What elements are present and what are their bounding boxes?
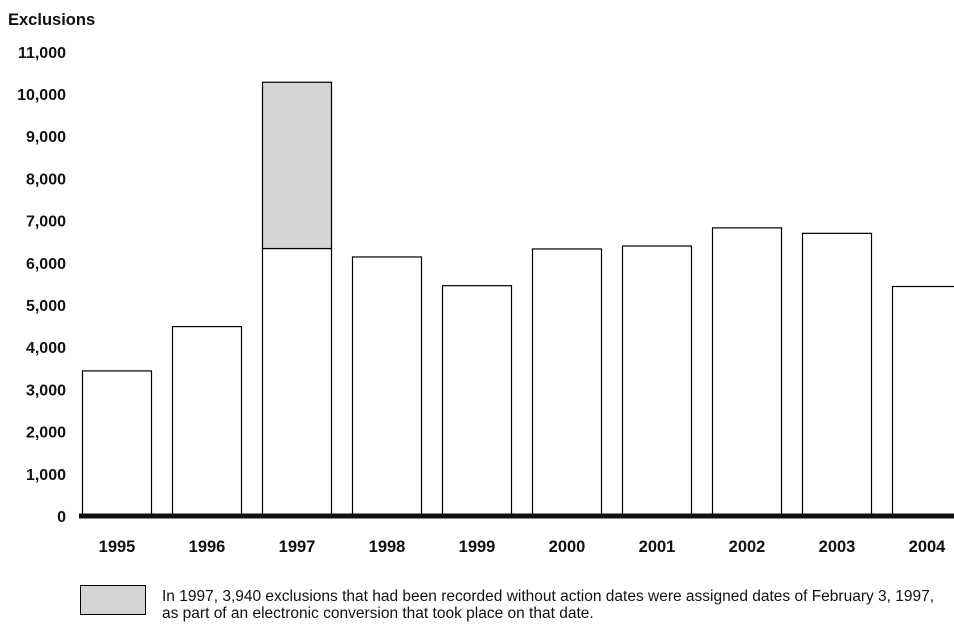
y-axis-title: Exclusions xyxy=(8,11,95,29)
y-tick-label: 1,000 xyxy=(26,467,66,484)
x-tick-label: 2002 xyxy=(729,538,766,556)
x-tick-label: 1999 xyxy=(459,538,496,556)
y-tick-label: 3,000 xyxy=(26,382,66,399)
y-tick-label: 4,000 xyxy=(26,340,66,357)
y-tick-label: 11,000 xyxy=(18,45,66,62)
y-tick-label: 5,000 xyxy=(26,298,66,315)
bar-1999 xyxy=(441,285,513,518)
x-tick-label: 2003 xyxy=(819,538,856,556)
y-tick-label: 7,000 xyxy=(26,214,66,231)
x-tick-label: 2001 xyxy=(639,538,676,556)
y-tick-label: 10,000 xyxy=(17,87,66,104)
bar-1996 xyxy=(171,326,243,518)
x-tick-label: 1998 xyxy=(369,538,406,556)
x-tick-label: 1996 xyxy=(189,538,226,556)
bar-1997-conversion-segment xyxy=(261,81,333,250)
y-tick-label: 6,000 xyxy=(26,256,66,273)
y-tick-label: 9,000 xyxy=(26,129,66,146)
y-axis-ticks: 0 1,000 2,000 3,000 4,000 5,000 6,000 7,000 8,00… xyxy=(17,45,66,526)
bar-1997 xyxy=(261,247,333,518)
exclusions-bar-chart: Exclusions 0 1,000 2,000 3,000 4,000 5,000 6,0… xyxy=(8,11,954,556)
bar-1998 xyxy=(351,256,423,518)
legend-note: In 1997, 3,940 exclusions that had been … xyxy=(162,588,935,622)
y-tick-label: 2,000 xyxy=(26,425,66,442)
y-tick-label: 0 xyxy=(57,509,66,526)
legend-swatch xyxy=(80,585,146,615)
bar-2002 xyxy=(711,227,783,518)
x-tick-label: 1995 xyxy=(99,538,136,556)
bars-group xyxy=(81,81,954,518)
x-tick-label: 2004 xyxy=(909,538,947,556)
x-tick-label: 2000 xyxy=(549,538,586,556)
bar-1995 xyxy=(81,370,153,518)
bar-2000 xyxy=(531,248,603,518)
bar-2004 xyxy=(891,285,954,518)
x-tick-label: 1997 xyxy=(279,538,316,556)
y-tick-label: 8,000 xyxy=(26,171,66,188)
bar-2001 xyxy=(621,245,693,518)
x-axis-ticks: 1995 1996 1997 1998 1999 2000 2001 2002 2003 2004 xyxy=(99,538,947,556)
bar-2003 xyxy=(801,232,873,518)
